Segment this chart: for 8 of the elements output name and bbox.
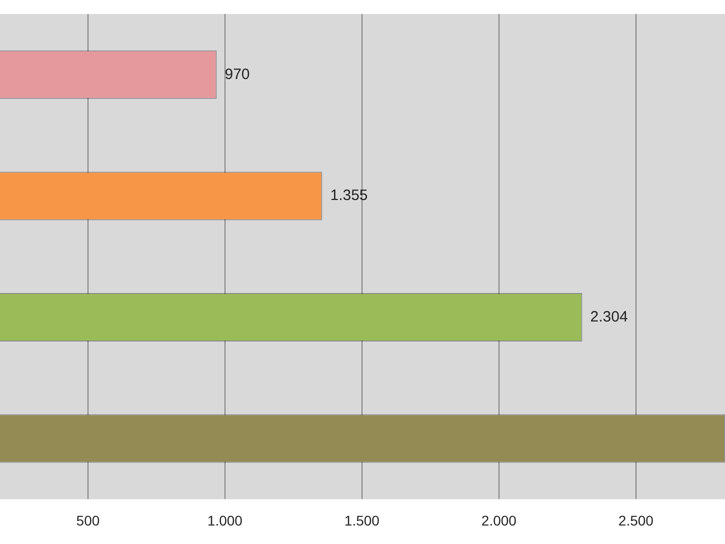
data-label: 1.355: [330, 187, 368, 204]
x-tick-label: 1.000: [207, 512, 243, 528]
x-tick-label: 2.000: [481, 512, 517, 528]
x-tick-label: 1.500: [344, 512, 380, 528]
x-tick-label: 500: [76, 512, 100, 528]
x-tick-label: 2.500: [618, 512, 654, 528]
data-label: 970: [224, 66, 250, 83]
data-label: 2.304: [590, 308, 628, 326]
